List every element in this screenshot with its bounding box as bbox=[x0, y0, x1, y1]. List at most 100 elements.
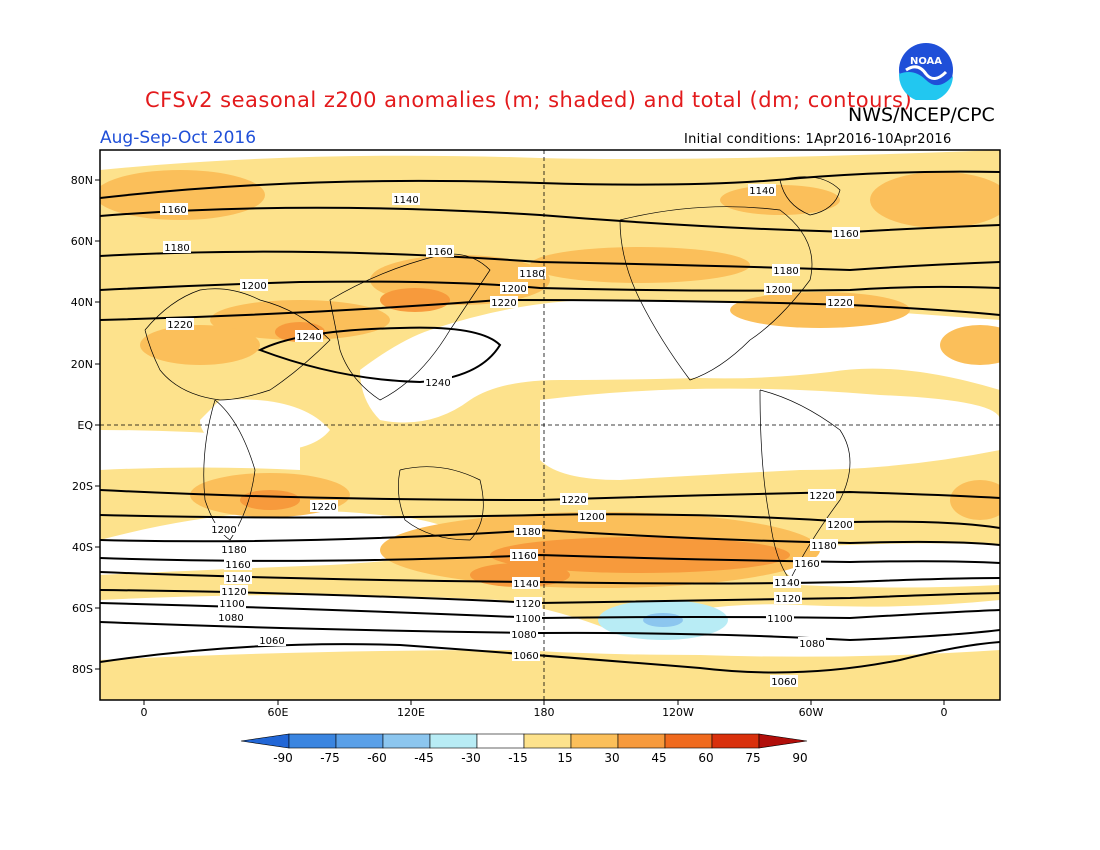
contour-label: 1220 bbox=[491, 298, 516, 309]
contour-label: 1120 bbox=[221, 587, 246, 598]
colorbar-label: -90 bbox=[273, 751, 293, 765]
lat-label: EQ bbox=[77, 419, 93, 432]
contour-label-bg bbox=[220, 585, 248, 597]
org-label: NWS/NCEP/CPC bbox=[848, 104, 995, 126]
contour-label: 1220 bbox=[311, 502, 336, 513]
contour-label: 1120 bbox=[775, 594, 800, 605]
contour-1140n bbox=[100, 170, 1000, 199]
lat-label: 60N bbox=[71, 235, 93, 248]
contour-1220n bbox=[100, 298, 1000, 321]
contour-label: 1100 bbox=[219, 599, 244, 610]
contour-label-bg bbox=[770, 675, 798, 687]
contour-1220s bbox=[100, 489, 1000, 502]
contour-label-bg bbox=[510, 628, 538, 640]
contour-label: 1060 bbox=[259, 636, 284, 647]
contour-label-bg bbox=[166, 318, 194, 330]
contour-label-bg bbox=[514, 525, 542, 537]
contour-label-bg bbox=[218, 597, 246, 609]
colorbar-label: 75 bbox=[745, 751, 760, 765]
contour-label-bg bbox=[560, 493, 588, 505]
contour-1140s bbox=[100, 571, 1000, 585]
colorbar-label: -30 bbox=[461, 751, 481, 765]
colorbar-swatch bbox=[523, 733, 572, 749]
contour-label: 1140 bbox=[393, 195, 418, 206]
lat-axis: 80N 60N 40N 20N EQ 20S 40S 60S 80S bbox=[71, 174, 100, 676]
contour-label-bg bbox=[512, 577, 540, 589]
contour-1240 bbox=[257, 326, 502, 384]
contour-label-bg bbox=[826, 296, 854, 308]
contour-label-bg bbox=[748, 184, 776, 196]
colorbar-swatch bbox=[570, 733, 619, 749]
contour-label-bg bbox=[512, 649, 540, 661]
contour-label: 1200 bbox=[765, 285, 790, 296]
contour-1200s bbox=[100, 513, 1000, 529]
contour-label: 1200 bbox=[827, 520, 852, 531]
lon-label: 180 bbox=[534, 706, 555, 719]
colorbar-arrow-low bbox=[240, 733, 290, 749]
colorbar-label: -45 bbox=[414, 751, 434, 765]
colorbar-label: -15 bbox=[508, 751, 528, 765]
colorbar-swatch bbox=[429, 733, 478, 749]
colorbar: -90 -75 -60 -45 -30 -15 15 30 45 60 75 90 bbox=[240, 733, 808, 765]
contour-label: 1140 bbox=[225, 574, 250, 585]
contour-label: 1180 bbox=[811, 541, 836, 552]
contour-label-bg bbox=[310, 500, 338, 512]
contour-label: 1240 bbox=[425, 378, 450, 389]
contour-label: 1160 bbox=[225, 560, 250, 571]
contour-label: 1220 bbox=[561, 495, 586, 506]
contour-label-bg bbox=[764, 283, 792, 295]
shade-white-top bbox=[100, 150, 1000, 170]
contour-label: 1180 bbox=[221, 545, 246, 556]
contour-label: 1240 bbox=[296, 332, 321, 343]
contour-label: 1180 bbox=[519, 269, 544, 280]
lon-label: 0 bbox=[941, 706, 948, 719]
noaa-logo-icon: NOAA bbox=[897, 41, 955, 100]
contour-label: 1160 bbox=[833, 229, 858, 240]
contour-label: 1140 bbox=[749, 186, 774, 197]
contour-label-bg bbox=[774, 592, 802, 604]
contour-label: 1180 bbox=[164, 243, 189, 254]
contour-1080s bbox=[100, 621, 1000, 642]
contour-label-bg bbox=[160, 203, 188, 215]
colorbar-swatch bbox=[711, 733, 760, 749]
contour-label-bg bbox=[793, 557, 821, 569]
colorbar-label: 15 bbox=[557, 751, 572, 765]
lat-label: 60S bbox=[72, 602, 93, 615]
contour-label: 1100 bbox=[515, 614, 540, 625]
shade-white-pacific bbox=[540, 388, 1000, 480]
period-label: Aug-Sep-Oct 2016 bbox=[100, 128, 257, 148]
contour-label: 1160 bbox=[511, 551, 536, 562]
contour-label-bg bbox=[217, 611, 245, 623]
contour-label-bg bbox=[240, 279, 268, 291]
contour-label-bg bbox=[500, 282, 528, 294]
contour-label-bg bbox=[392, 193, 420, 205]
colorbar-label: 30 bbox=[604, 751, 619, 765]
contour-label-bg bbox=[832, 227, 860, 239]
contour-label-bg bbox=[518, 267, 546, 279]
contour-label-bg bbox=[810, 539, 838, 551]
contour-1100s bbox=[100, 602, 1000, 620]
colorbar-swatch bbox=[335, 733, 384, 749]
contour-label-bg bbox=[426, 245, 454, 257]
lon-label: 120E bbox=[397, 706, 425, 719]
contour-label-bg bbox=[424, 376, 452, 388]
contour-label-bg bbox=[258, 634, 286, 646]
contour-label-bg bbox=[490, 296, 518, 308]
contour-label: 1060 bbox=[513, 651, 538, 662]
contour-label: 1060 bbox=[771, 677, 796, 688]
colorbar-swatch bbox=[382, 733, 431, 749]
colorbar-arrow-high bbox=[758, 733, 808, 749]
contour-label-bg bbox=[773, 576, 801, 588]
contour-label: 1220 bbox=[809, 491, 834, 502]
lon-label: 60W bbox=[799, 706, 824, 719]
contour-label-bg bbox=[772, 264, 800, 276]
contour-label-bg bbox=[826, 518, 854, 530]
colorbar-swatch bbox=[288, 733, 337, 749]
noaa-logo-text: NOAA bbox=[910, 56, 942, 67]
lon-axis: 0 60E 120E 180 120W 60W 0 bbox=[141, 700, 948, 719]
shade-white-tropics bbox=[360, 300, 1000, 423]
contour-label: 1140 bbox=[513, 579, 538, 590]
contour-label-bg bbox=[210, 523, 238, 535]
colorbar-label: 90 bbox=[792, 751, 807, 765]
